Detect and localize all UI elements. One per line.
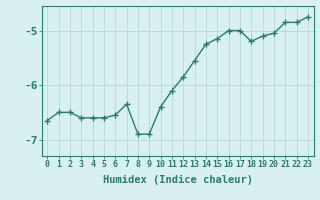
X-axis label: Humidex (Indice chaleur): Humidex (Indice chaleur) [103,175,252,185]
